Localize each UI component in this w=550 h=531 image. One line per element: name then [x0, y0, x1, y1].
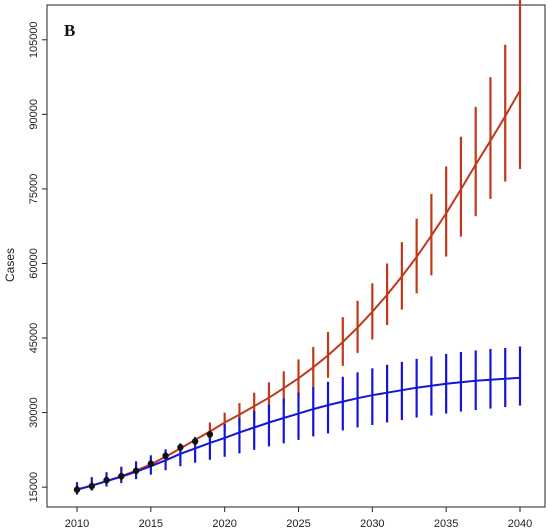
y-tick-label: 45000	[28, 323, 40, 354]
y-tick-label: 15000	[28, 472, 40, 503]
observed-point	[206, 431, 214, 438]
x-tick-label: 2020	[212, 518, 236, 530]
y-tick-label: 105000	[28, 21, 40, 58]
panel-label: B	[64, 21, 75, 40]
plot-frame	[46, 4, 546, 508]
observed-point	[191, 438, 199, 445]
observed-point	[73, 486, 81, 493]
y-tick-label: 75000	[28, 174, 40, 205]
x-tick-label: 2025	[286, 518, 310, 530]
y-tick-label: 90000	[28, 99, 40, 130]
x-tick-label: 2040	[508, 518, 532, 530]
observed-point	[147, 460, 155, 467]
y-tick-label: 30000	[28, 397, 40, 428]
observed-point	[118, 472, 125, 480]
observed-point	[162, 452, 169, 460]
x-tick-label: 2030	[360, 518, 384, 530]
observed-points	[73, 430, 214, 494]
x-tick-label: 2010	[65, 518, 89, 530]
error-bars	[75, 0, 522, 495]
x-tick-label: 2035	[434, 518, 458, 530]
observed-point	[132, 467, 140, 474]
observed-point	[103, 476, 110, 484]
y-axis-title: Cases	[3, 248, 17, 282]
x-tick-label: 2015	[139, 518, 163, 530]
axes: 2010 2015 2020 2025 2030 2035 2040 15000 30000 45…	[28, 21, 532, 530]
observed-point	[88, 482, 95, 490]
observed-point	[177, 444, 184, 451]
y-tick-label: 60000	[28, 248, 40, 279]
